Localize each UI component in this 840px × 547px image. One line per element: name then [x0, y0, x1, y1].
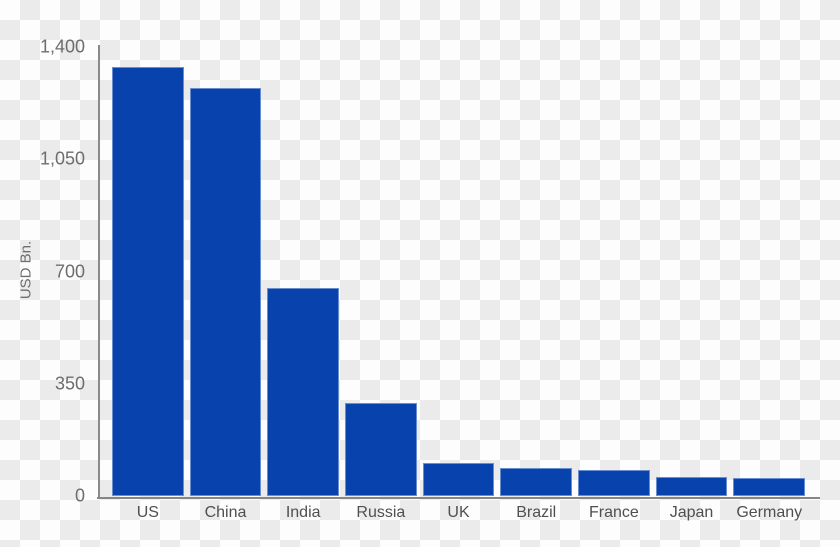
x-category-label: Germany — [736, 504, 803, 521]
y-axis-title: USD Bn. — [17, 240, 35, 300]
bar-uk — [422, 463, 495, 496]
bar-china — [189, 87, 262, 496]
x-category-label: Brazil — [516, 504, 557, 521]
bar-india — [267, 287, 340, 496]
y-tick-label: 1,050 — [39, 148, 85, 169]
x-category-label: India — [285, 504, 321, 521]
bar-russia — [345, 403, 417, 496]
bar-us — [112, 67, 184, 496]
y-tick-label: 0 — [74, 485, 85, 506]
y-axis-line — [98, 45, 100, 499]
bars-area — [97, 47, 820, 496]
bar-germany — [733, 478, 806, 496]
y-tick-label: 350 — [54, 373, 85, 394]
x-category-label: Russia — [356, 504, 406, 521]
x-axis-line — [97, 496, 820, 499]
bar-japan — [655, 476, 728, 496]
x-category-label: Japan — [669, 504, 714, 521]
bar-france — [578, 470, 650, 496]
x-category-label: China — [204, 504, 247, 521]
x-category-label: France — [588, 504, 639, 521]
x-category-label: US — [136, 504, 159, 521]
x-axis-labels: US China India Russia UK Brazil France Japan Ger… — [97, 502, 820, 524]
y-tick-label: 1,400 — [39, 36, 85, 57]
bar-brazil — [500, 467, 573, 496]
x-category-label: UK — [447, 504, 470, 521]
y-tick-label: 700 — [54, 261, 85, 281]
